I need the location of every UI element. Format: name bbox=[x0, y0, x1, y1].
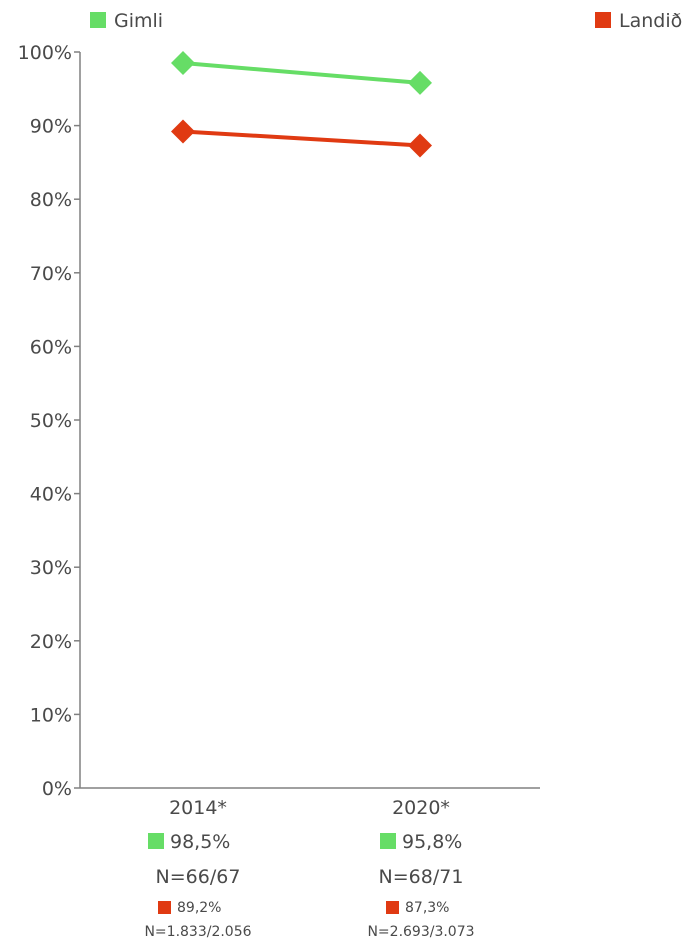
value-label-gimli-2014: 98,5% bbox=[170, 831, 230, 853]
n-label-gimli-2014: N=66/67 bbox=[156, 866, 241, 888]
category-label-2020: 2020* bbox=[392, 797, 450, 819]
value-label-landid-2020: 87,3% bbox=[405, 900, 449, 916]
y-tick-label: 0% bbox=[42, 778, 72, 800]
y-tick-label: 60% bbox=[30, 336, 72, 358]
legend-item-landid: Landið bbox=[595, 10, 682, 32]
y-tick-label: 50% bbox=[30, 410, 72, 432]
legend-swatch-landid bbox=[595, 12, 611, 28]
category-annotations: 2014* 2020* 98,5% 95,8% N=66/67 N=68/71 … bbox=[144, 797, 474, 940]
y-tick-label: 70% bbox=[30, 263, 72, 285]
value-label-gimli-2020: 95,8% bbox=[402, 831, 462, 853]
y-tick-label: 10% bbox=[30, 704, 72, 726]
n-label-landid-2014: N=1.833/2.056 bbox=[144, 924, 251, 940]
data-point-1-0 bbox=[171, 119, 195, 144]
value-swatch-gimli-2014 bbox=[148, 833, 164, 849]
legend-label-gimli: Gimli bbox=[114, 10, 163, 32]
y-tick-label: 80% bbox=[30, 189, 72, 211]
value-swatch-landid-2020 bbox=[386, 901, 399, 914]
data-point-0-0 bbox=[171, 51, 195, 76]
value-swatch-gimli-2020 bbox=[380, 833, 396, 849]
n-label-landid-2020: N=2.693/3.073 bbox=[367, 924, 474, 940]
y-tick-label: 90% bbox=[30, 116, 72, 138]
n-label-gimli-2020: N=68/71 bbox=[379, 866, 464, 888]
series-line-0 bbox=[182, 61, 421, 85]
y-tick-label: 30% bbox=[30, 557, 72, 579]
data-point-0-1 bbox=[408, 70, 432, 95]
y-tick-label: 40% bbox=[30, 484, 72, 506]
legend: Gimli Landið bbox=[90, 10, 682, 32]
legend-swatch-gimli bbox=[90, 12, 106, 28]
data-point-1-1 bbox=[408, 133, 432, 158]
y-tick-label: 20% bbox=[30, 631, 72, 653]
series-layer bbox=[171, 51, 432, 158]
y-axis-ticks: 0% 10% 20% 30% 40% 50% 60% 70% 80% 90% 100% bbox=[18, 42, 80, 800]
value-swatch-landid-2014 bbox=[158, 901, 171, 914]
legend-label-landid: Landið bbox=[619, 10, 682, 32]
value-label-landid-2014: 89,2% bbox=[177, 900, 221, 916]
y-tick-label: 100% bbox=[18, 42, 72, 64]
legend-item-gimli: Gimli bbox=[90, 10, 163, 32]
series-line-1 bbox=[182, 129, 421, 148]
category-label-2014: 2014* bbox=[169, 797, 227, 819]
